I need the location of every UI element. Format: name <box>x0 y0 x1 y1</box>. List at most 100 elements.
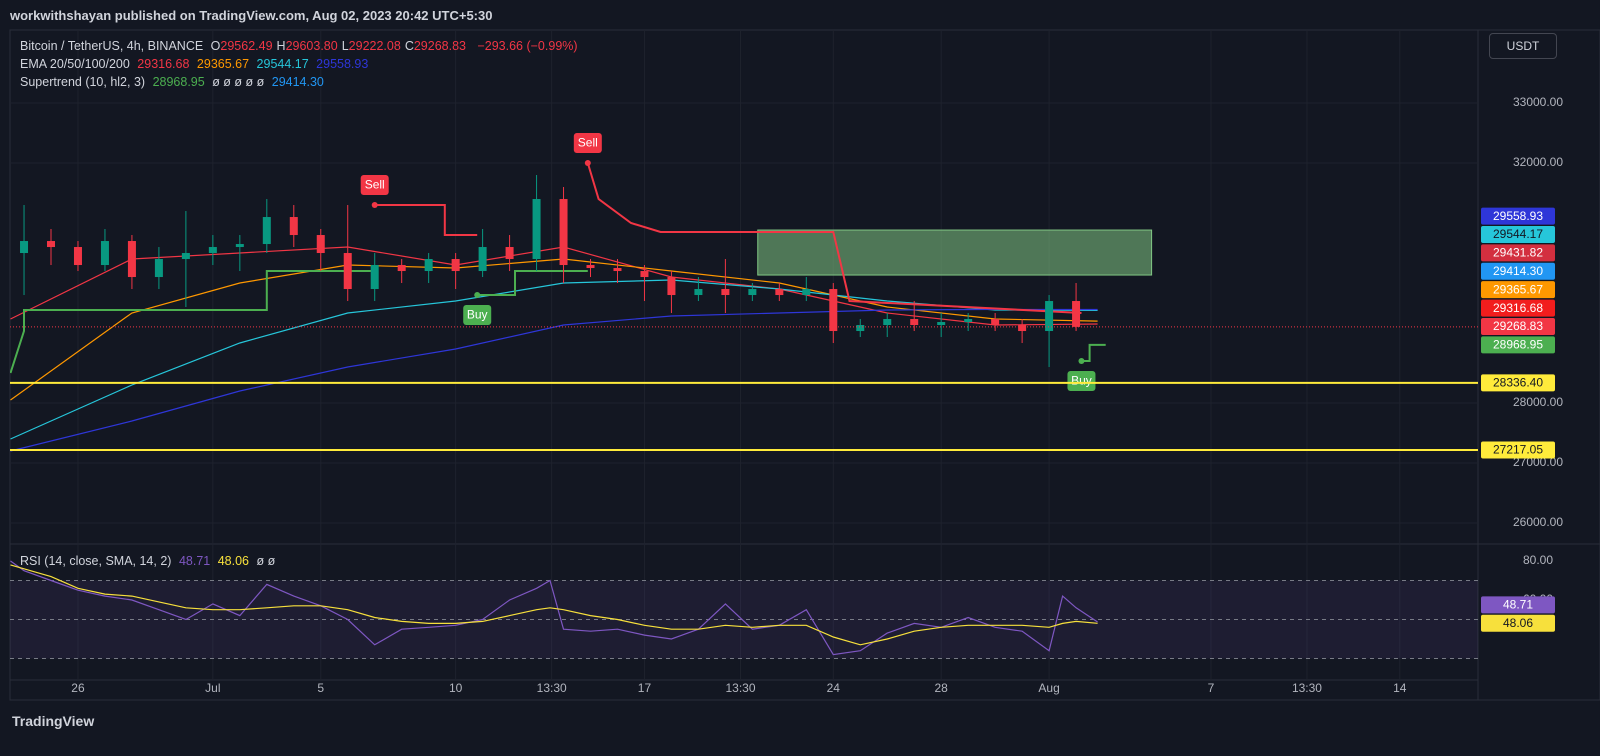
candle-body <box>613 268 622 272</box>
candle-body <box>289 217 298 236</box>
supertrend-legend: Supertrend (10, hl2, 3) 28968.95 ø ø ø ø… <box>20 75 328 89</box>
ohlc-value: 29603.80 <box>285 39 338 53</box>
ohlc-key: C <box>404 39 414 53</box>
price-label: 28336.40 <box>1493 376 1543 390</box>
currency-button[interactable]: USDT <box>1489 33 1557 59</box>
price-label-box <box>1481 262 1555 280</box>
x-tick-label: 24 <box>827 681 841 695</box>
signal-point <box>371 202 378 209</box>
candle-body <box>721 289 730 296</box>
candle-body <box>964 319 973 323</box>
x-tick-label: 5 <box>317 681 324 695</box>
y-tick-label: 27000.00 <box>1513 455 1563 469</box>
price-label: 29268.83 <box>1493 319 1543 333</box>
change: −293.66 (−0.99%) <box>477 39 578 53</box>
y-tick-label: 26000.00 <box>1513 515 1563 529</box>
y-tick-label: 33000.00 <box>1513 95 1563 109</box>
candle-body <box>1045 301 1054 332</box>
rsi-label: RSI (14, close, SMA, 14, 2) <box>20 554 172 568</box>
placeholders: ø ø ø ø ø <box>212 75 265 89</box>
candle-body <box>748 289 757 296</box>
price-label: 29431.82 <box>1493 246 1543 260</box>
signal-point <box>1078 358 1085 365</box>
x-tick-label: 7 <box>1208 681 1215 695</box>
ema-legend: EMA 20/50/100/200 29316.68 29365.67 2954… <box>20 57 372 71</box>
ohlc-value: 29222.08 <box>348 39 401 53</box>
axes: 26 Jul 5 10 13:30 17 13:30 24 28 Aug 7 13:30 14 33000… <box>71 95 1563 695</box>
zone <box>757 229 1153 276</box>
candle-body <box>20 241 29 254</box>
rsi-value: 48.71 <box>178 554 211 568</box>
signal-box <box>463 305 492 326</box>
price-label-box <box>1481 225 1555 243</box>
x-tick-label: 14 <box>1393 681 1407 695</box>
signal-label: Sell <box>578 136 598 150</box>
candle-body <box>127 241 136 278</box>
rsi-sma-value: 48.06 <box>217 554 249 568</box>
candle-body <box>235 244 244 248</box>
signal-label: Buy <box>467 308 488 322</box>
ema-value: 29365.67 <box>196 57 250 71</box>
price-label-box <box>1481 281 1555 299</box>
price-label-box <box>1481 374 1555 392</box>
candle-body <box>694 289 703 296</box>
price-label: 27217.05 <box>1493 443 1543 457</box>
supertrend-label: Supertrend (10, hl2, 3) <box>20 75 146 89</box>
candle-body <box>802 289 811 296</box>
supertrend-down <box>374 162 1082 314</box>
candle-body <box>559 199 568 266</box>
price-label: 29316.68 <box>1493 301 1543 315</box>
rsi-pane <box>10 545 1478 680</box>
main-pane: Sell Buy Sell Buy <box>10 30 1478 543</box>
x-tick-label: 13:30 <box>537 681 567 695</box>
ohlc-value: 29562.49 <box>220 39 273 53</box>
symbol-legend: Bitcoin / TetherUS, 4h, BINANCE O29562.4… <box>20 39 582 53</box>
y-tick-label: 80.00 <box>1523 553 1553 567</box>
x-tick-label: Jul <box>205 681 220 695</box>
signal-box <box>1067 371 1096 392</box>
ohlc-key: H <box>276 39 286 53</box>
ema-line <box>10 308 1098 452</box>
x-tick-label: 13:30 <box>1292 681 1322 695</box>
attribution: workwithshayan published on TradingView.… <box>10 8 493 23</box>
candle-body <box>640 271 649 278</box>
signal-point <box>584 160 591 167</box>
supertrend-value: 28968.95 <box>152 75 205 89</box>
price-label-box <box>1481 299 1555 317</box>
signal-point <box>474 292 481 299</box>
symbol: Bitcoin / TetherUS, 4h, BINANCE <box>20 39 204 53</box>
ohlc-key: O <box>210 39 221 53</box>
price-label-box <box>1481 336 1555 354</box>
x-tick-label: Aug <box>1038 681 1059 695</box>
price-label: 48.06 <box>1503 616 1533 630</box>
candle-body <box>991 319 1000 326</box>
rsi-sma-line <box>10 564 1098 646</box>
ohlc-value: 29268.83 <box>413 39 466 53</box>
price-label: 29544.17 <box>1493 227 1543 241</box>
ohlc: O29562.49 H29603.80 L29222.08 C29268.83 <box>211 39 470 53</box>
supertrend-value: 29414.30 <box>271 75 324 89</box>
x-tick-label: 10 <box>449 681 463 695</box>
candle-body <box>775 289 784 296</box>
signal-label: Buy <box>1071 374 1092 388</box>
supertrend-up <box>10 270 1106 374</box>
candle-body <box>586 265 595 269</box>
price-label: 29558.93 <box>1493 209 1543 223</box>
candle-body <box>73 247 82 266</box>
candle-body <box>532 199 541 260</box>
candle-body <box>154 259 163 278</box>
x-tick-label: 17 <box>638 681 652 695</box>
price-label: 29414.30 <box>1493 264 1543 278</box>
price-label: 48.71 <box>1503 598 1533 612</box>
candle-body <box>1072 301 1081 327</box>
signal-box <box>573 133 602 154</box>
candle-body <box>47 241 56 248</box>
price-label-box <box>1481 207 1555 225</box>
price-label: 28968.95 <box>1493 338 1543 352</box>
candle-body <box>478 247 487 272</box>
candle-body <box>856 325 865 332</box>
y-tick-label: 28000.00 <box>1513 395 1563 409</box>
ema-value: 29544.17 <box>256 57 309 71</box>
